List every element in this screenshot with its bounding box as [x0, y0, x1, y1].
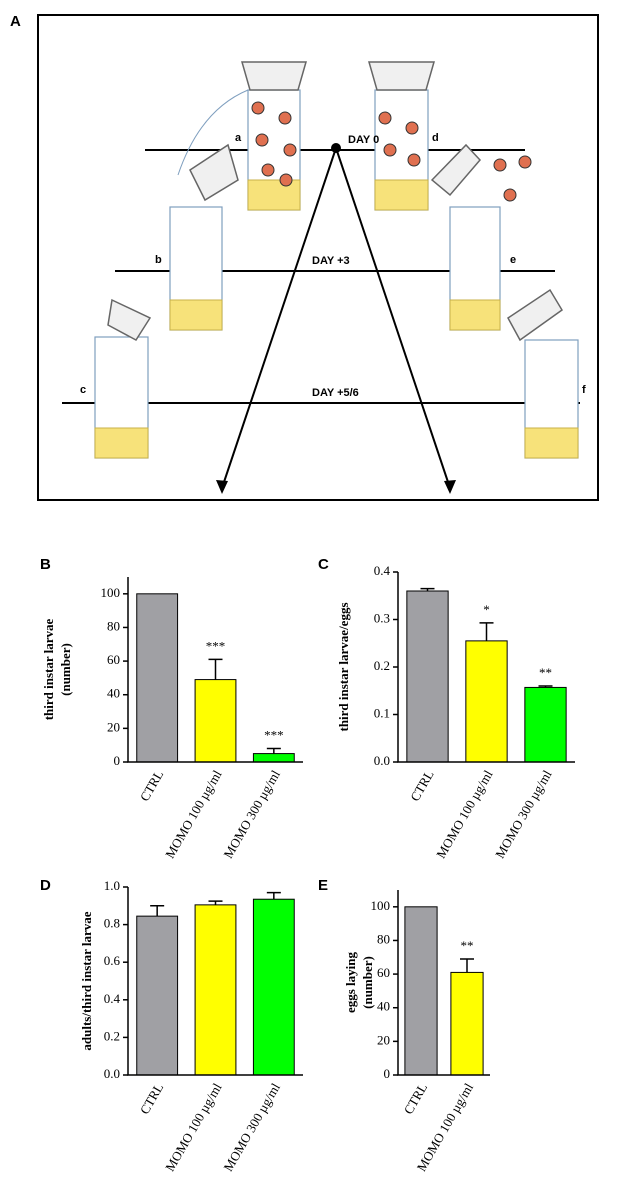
panel-label: C — [318, 556, 329, 573]
y-tick-label: 0.4 — [374, 563, 391, 578]
error-bar — [208, 658, 223, 680]
bar — [450, 971, 484, 1076]
arrow-heads — [216, 480, 456, 494]
tube-label: b — [155, 254, 162, 266]
y-tick-label: 0.1 — [374, 705, 390, 720]
error-bar — [538, 685, 553, 688]
bar — [136, 593, 179, 763]
bar — [194, 679, 237, 763]
tube-label: a — [235, 132, 242, 144]
y-tick-label: 60 — [377, 965, 390, 980]
y-tick-label: 0 — [114, 753, 121, 768]
y-tick-label: 0.0 — [104, 1066, 120, 1081]
bar — [252, 753, 295, 763]
bar — [404, 906, 438, 1076]
panel-label: E — [318, 877, 328, 894]
bar — [252, 898, 295, 1076]
day-label: DAY 0 — [348, 134, 379, 146]
x-tick-label: CTRL — [137, 767, 167, 803]
axes — [397, 890, 490, 1076]
x-tick-label: MOMO 100 µg/ml — [162, 767, 225, 861]
x-tick-label: CTRL — [137, 1080, 167, 1116]
origin-dot — [331, 143, 341, 153]
panel-label: B — [40, 556, 51, 573]
y-tick-label: 60 — [107, 652, 120, 667]
y-tick-label: 1.0 — [104, 878, 120, 893]
tube-label: f — [582, 384, 586, 396]
y-tick-label: 20 — [107, 719, 120, 734]
tube-label: e — [510, 254, 516, 266]
panel-label: D — [40, 877, 51, 894]
y-tick-label: 0.2 — [104, 1028, 120, 1043]
x-tick-label: MOMO 100 µg/ml — [433, 767, 496, 861]
y-tick-label: 0.0 — [374, 753, 390, 768]
x-tick-label: MOMO 100 µg/ml — [162, 1080, 225, 1174]
bar — [465, 640, 508, 763]
x-tick-label: MOMO 300 µg/ml — [220, 1080, 283, 1174]
y-axis-label: (number) — [58, 643, 73, 696]
error-bar — [266, 747, 281, 754]
y-tick-label: 0 — [384, 1066, 391, 1081]
y-tick-label: 0.2 — [374, 658, 390, 673]
y-tick-label: 20 — [377, 1032, 390, 1047]
error-bar — [208, 900, 223, 905]
y-tick-label: 40 — [377, 999, 390, 1014]
y-tick-label: 0.4 — [104, 991, 121, 1006]
error-bar — [150, 905, 165, 917]
y-axis-label: eggs laying — [343, 951, 358, 1013]
y-tick-label: 40 — [107, 686, 120, 701]
significance-label: ** — [461, 938, 474, 953]
y-tick-label: 80 — [377, 931, 390, 946]
tube-label: d — [432, 132, 439, 144]
y-axis-label: adults/third instar larvae — [79, 911, 94, 1050]
significance-label: * — [483, 602, 490, 617]
error-bar — [479, 622, 494, 641]
day-label: DAY +5/6 — [312, 387, 359, 399]
y-tick-label: 0.6 — [104, 953, 121, 968]
flies — [251, 101, 532, 202]
significance-label: *** — [264, 728, 284, 743]
y-axis-label: (number) — [360, 956, 375, 1009]
x-tick-label: CTRL — [407, 767, 437, 803]
y-tick-label: 0.3 — [374, 610, 390, 625]
y-axis-label: third instar larvae — [41, 618, 56, 720]
error-bar — [460, 958, 474, 973]
axes — [127, 887, 303, 1076]
bar — [194, 904, 237, 1076]
axes — [397, 572, 575, 763]
error-bar — [420, 587, 435, 591]
bar — [524, 686, 567, 763]
transfer-arrow — [177, 89, 249, 176]
diagram: A a b c d e f DAY 0 DAY +3 DAY +5/6 — [10, 13, 599, 501]
tubes — [94, 61, 579, 459]
y-tick-label: 80 — [107, 618, 120, 633]
significance-label: *** — [206, 638, 226, 653]
axes — [127, 577, 303, 763]
x-tick-label: MOMO 300 µg/ml — [492, 767, 555, 861]
panel-frame — [37, 14, 599, 501]
tube-label: c — [80, 384, 86, 396]
y-tick-label: 0.8 — [104, 916, 120, 931]
x-tick-label: CTRL — [401, 1080, 431, 1116]
error-bar — [266, 891, 281, 900]
bar — [406, 590, 449, 763]
y-tick-label: 100 — [101, 585, 121, 600]
y-tick-label: 100 — [371, 898, 391, 913]
y-axis-label: third instar larvae/eggs — [336, 602, 351, 731]
panel-label: A — [10, 13, 21, 30]
significance-label: ** — [539, 665, 552, 680]
x-tick-label: MOMO 300 µg/ml — [220, 767, 283, 861]
day-label: DAY +3 — [312, 255, 350, 267]
bar — [136, 915, 179, 1076]
